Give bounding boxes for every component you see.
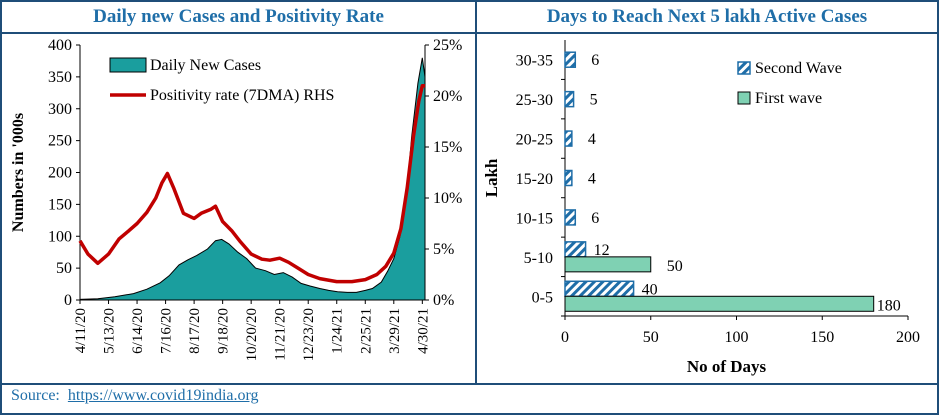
- first-wave-bar-label: 50: [667, 258, 683, 275]
- left-chart-title: Daily new Cases and Positivity Rate: [2, 2, 475, 34]
- x-tick-label: 3/29/21: [387, 308, 403, 354]
- x-tick-label: 7/16/20: [159, 308, 175, 354]
- bar-x-tick-label: 100: [725, 329, 749, 346]
- positivity-rate-line: [78, 84, 425, 284]
- bar-x-tick-label: 200: [896, 329, 920, 346]
- right-chart: 0 50 100 150 200 No of Days Lakh 0-5 40 180 5-10 12…: [482, 40, 920, 376]
- legend-swatch-second-wave: [737, 61, 751, 75]
- legend-label-second-wave: Second Wave: [755, 60, 842, 77]
- second-wave-bar-label: 6: [591, 52, 599, 69]
- bar-category-label: 25-30: [516, 92, 553, 109]
- left-y-tick-label: 300: [48, 101, 72, 118]
- second-wave-bar-label: 40: [642, 281, 658, 298]
- source-label: Source:: [11, 387, 60, 404]
- bar-y-axis-title: Lakh: [482, 158, 501, 197]
- left-chart: 0 50 100 150 200 250 300 350 400 0% 5% 10% 15% 20% 25%…: [10, 37, 462, 361]
- bar-category-label: 20-25: [516, 132, 553, 149]
- x-tick-label: 4/30/21: [415, 308, 431, 354]
- first-wave-bar-label: 180: [877, 297, 901, 314]
- bar-x-axis-title: No of Days: [687, 357, 767, 376]
- left-y-tick-label: 400: [48, 37, 72, 54]
- right-y-tick-label: 25%: [433, 37, 462, 54]
- left-y-axis-title: Numbers in '000s: [10, 113, 27, 232]
- second-wave-bar: [564, 169, 573, 187]
- legend-label-first-wave: First wave: [755, 90, 822, 107]
- second-wave-bar: [564, 280, 635, 298]
- panel-divider: [475, 2, 477, 383]
- second-wave-bar-label: 4: [588, 131, 596, 148]
- bar-category-label: 15-20: [516, 171, 553, 188]
- x-tick-label: 8/17/20: [187, 308, 203, 354]
- source-note: Source: https://www.covid19india.org: [11, 387, 259, 405]
- x-tick-label: 10/20/20: [244, 308, 260, 361]
- right-y-tick-label: 20%: [433, 88, 462, 105]
- footer-divider: [2, 383, 937, 385]
- second-wave-bar: [564, 90, 575, 108]
- legend-swatch-daily-cases: [109, 57, 147, 73]
- second-wave-bar: [564, 130, 573, 147]
- left-y-tick-label: 250: [48, 133, 72, 150]
- bar-x-tick-label: 0: [561, 329, 569, 346]
- second-wave-bar-label: 5: [590, 92, 598, 109]
- bar-category-label: 30-35: [516, 53, 553, 70]
- x-tick-label: 1/24/21: [330, 308, 346, 354]
- legend-label-positivity: Positivity rate (7DMA) RHS: [150, 87, 334, 104]
- x-tick-label: 9/18/20: [216, 308, 232, 354]
- bar-category-label: 10-15: [516, 210, 553, 227]
- bar-x-tick-label: 150: [810, 329, 834, 346]
- right-y-tick-label: 10%: [433, 190, 462, 207]
- second-wave-bar-label: 4: [588, 171, 596, 188]
- left-y-tick-label: 100: [48, 228, 72, 245]
- source-link[interactable]: https://www.covid19india.org: [67, 387, 259, 404]
- x-tick-label: 6/14/20: [130, 308, 146, 354]
- second-wave-bar-label: 12: [594, 242, 610, 259]
- bar-category-label: 5-10: [524, 250, 553, 267]
- second-wave-bar: [564, 209, 577, 226]
- left-y-tick-label: 150: [48, 196, 72, 213]
- left-y-tick-label: 350: [48, 69, 72, 86]
- first-wave-bar: [564, 295, 875, 312]
- legend-swatch-first-wave: [737, 91, 751, 105]
- x-tick-label: 12/23/20: [301, 308, 317, 361]
- left-y-tick-label: 200: [48, 165, 72, 182]
- first-wave-bar: [564, 256, 652, 273]
- left-y-tick-label: 50: [56, 260, 72, 277]
- right-y-tick-label: 15%: [433, 139, 462, 156]
- right-y-tick-label: 0%: [433, 292, 454, 309]
- x-tick-label: 11/21/20: [273, 308, 289, 361]
- second-wave-bar-label: 6: [591, 210, 599, 227]
- bar-category-label: 0-5: [532, 289, 553, 306]
- left-y-tick-label: 0: [64, 292, 72, 309]
- second-wave-bar: [564, 241, 587, 258]
- x-tick-label: 2/25/21: [358, 308, 374, 354]
- x-tick-label: 4/11/20: [73, 308, 89, 353]
- second-wave-bar: [564, 51, 577, 68]
- bar-x-tick-label: 50: [643, 329, 659, 346]
- legend-label-daily-cases: Daily New Cases: [150, 57, 261, 74]
- x-tick-label: 5/13/20: [102, 308, 118, 354]
- right-chart-title: Days to Reach Next 5 lakh Active Cases: [477, 2, 937, 34]
- right-y-tick-label: 5%: [433, 241, 454, 258]
